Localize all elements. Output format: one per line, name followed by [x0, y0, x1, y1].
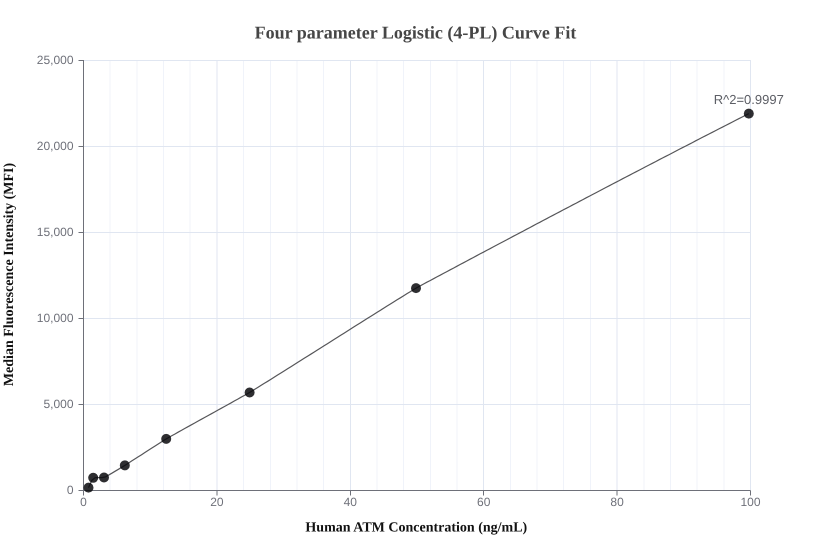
svg-text:R^2=0.9997: R^2=0.9997	[714, 92, 784, 107]
svg-text:0: 0	[67, 483, 74, 497]
svg-text:60: 60	[477, 495, 491, 509]
svg-text:Four parameter Logistic (4-PL): Four parameter Logistic (4-PL) Curve Fit	[255, 23, 577, 43]
svg-text:0: 0	[80, 495, 87, 509]
svg-text:10,000: 10,000	[37, 311, 74, 325]
svg-text:40: 40	[344, 495, 358, 509]
svg-text:80: 80	[610, 495, 624, 509]
svg-text:Human ATM Concentration (ng/mL: Human ATM Concentration (ng/mL)	[305, 521, 527, 536]
svg-text:25,000: 25,000	[37, 53, 74, 67]
svg-text:5,000: 5,000	[43, 397, 73, 411]
svg-text:20: 20	[210, 495, 224, 509]
svg-text:100: 100	[740, 495, 760, 509]
svg-text:Median Fluorescence Intensity: Median Fluorescence Intensity (MFI)	[2, 163, 17, 387]
svg-text:15,000: 15,000	[37, 225, 74, 239]
svg-text:20,000: 20,000	[37, 139, 74, 153]
